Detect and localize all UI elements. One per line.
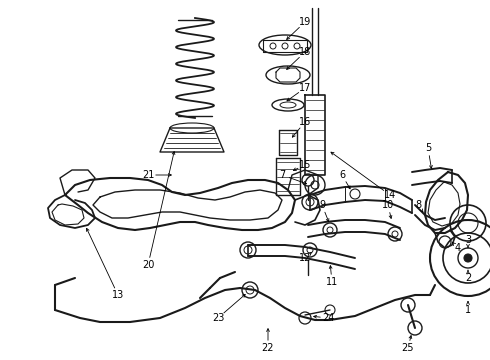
Text: 19: 19 bbox=[299, 17, 311, 27]
Text: 9: 9 bbox=[319, 200, 325, 210]
Text: 16: 16 bbox=[299, 117, 311, 127]
Text: 11: 11 bbox=[326, 277, 338, 287]
Text: 13: 13 bbox=[112, 290, 124, 300]
Text: 7: 7 bbox=[279, 170, 285, 180]
Text: 2: 2 bbox=[465, 273, 471, 283]
Text: 24: 24 bbox=[322, 313, 334, 323]
Text: 21: 21 bbox=[142, 170, 154, 180]
Text: 14: 14 bbox=[384, 190, 396, 200]
Text: 12: 12 bbox=[299, 253, 311, 263]
Text: 8: 8 bbox=[415, 200, 421, 210]
Text: 4: 4 bbox=[455, 243, 461, 253]
Text: 1: 1 bbox=[465, 305, 471, 315]
Text: 20: 20 bbox=[142, 260, 154, 270]
Text: 23: 23 bbox=[212, 313, 224, 323]
Text: 6: 6 bbox=[339, 170, 345, 180]
Text: 15: 15 bbox=[299, 160, 311, 170]
Text: 5: 5 bbox=[425, 143, 431, 153]
Text: 22: 22 bbox=[262, 343, 274, 353]
Text: 17: 17 bbox=[299, 83, 311, 93]
Text: 25: 25 bbox=[402, 343, 414, 353]
Text: 10: 10 bbox=[382, 200, 394, 210]
Text: 18: 18 bbox=[299, 47, 311, 57]
Text: 3: 3 bbox=[465, 235, 471, 245]
Circle shape bbox=[464, 254, 472, 262]
